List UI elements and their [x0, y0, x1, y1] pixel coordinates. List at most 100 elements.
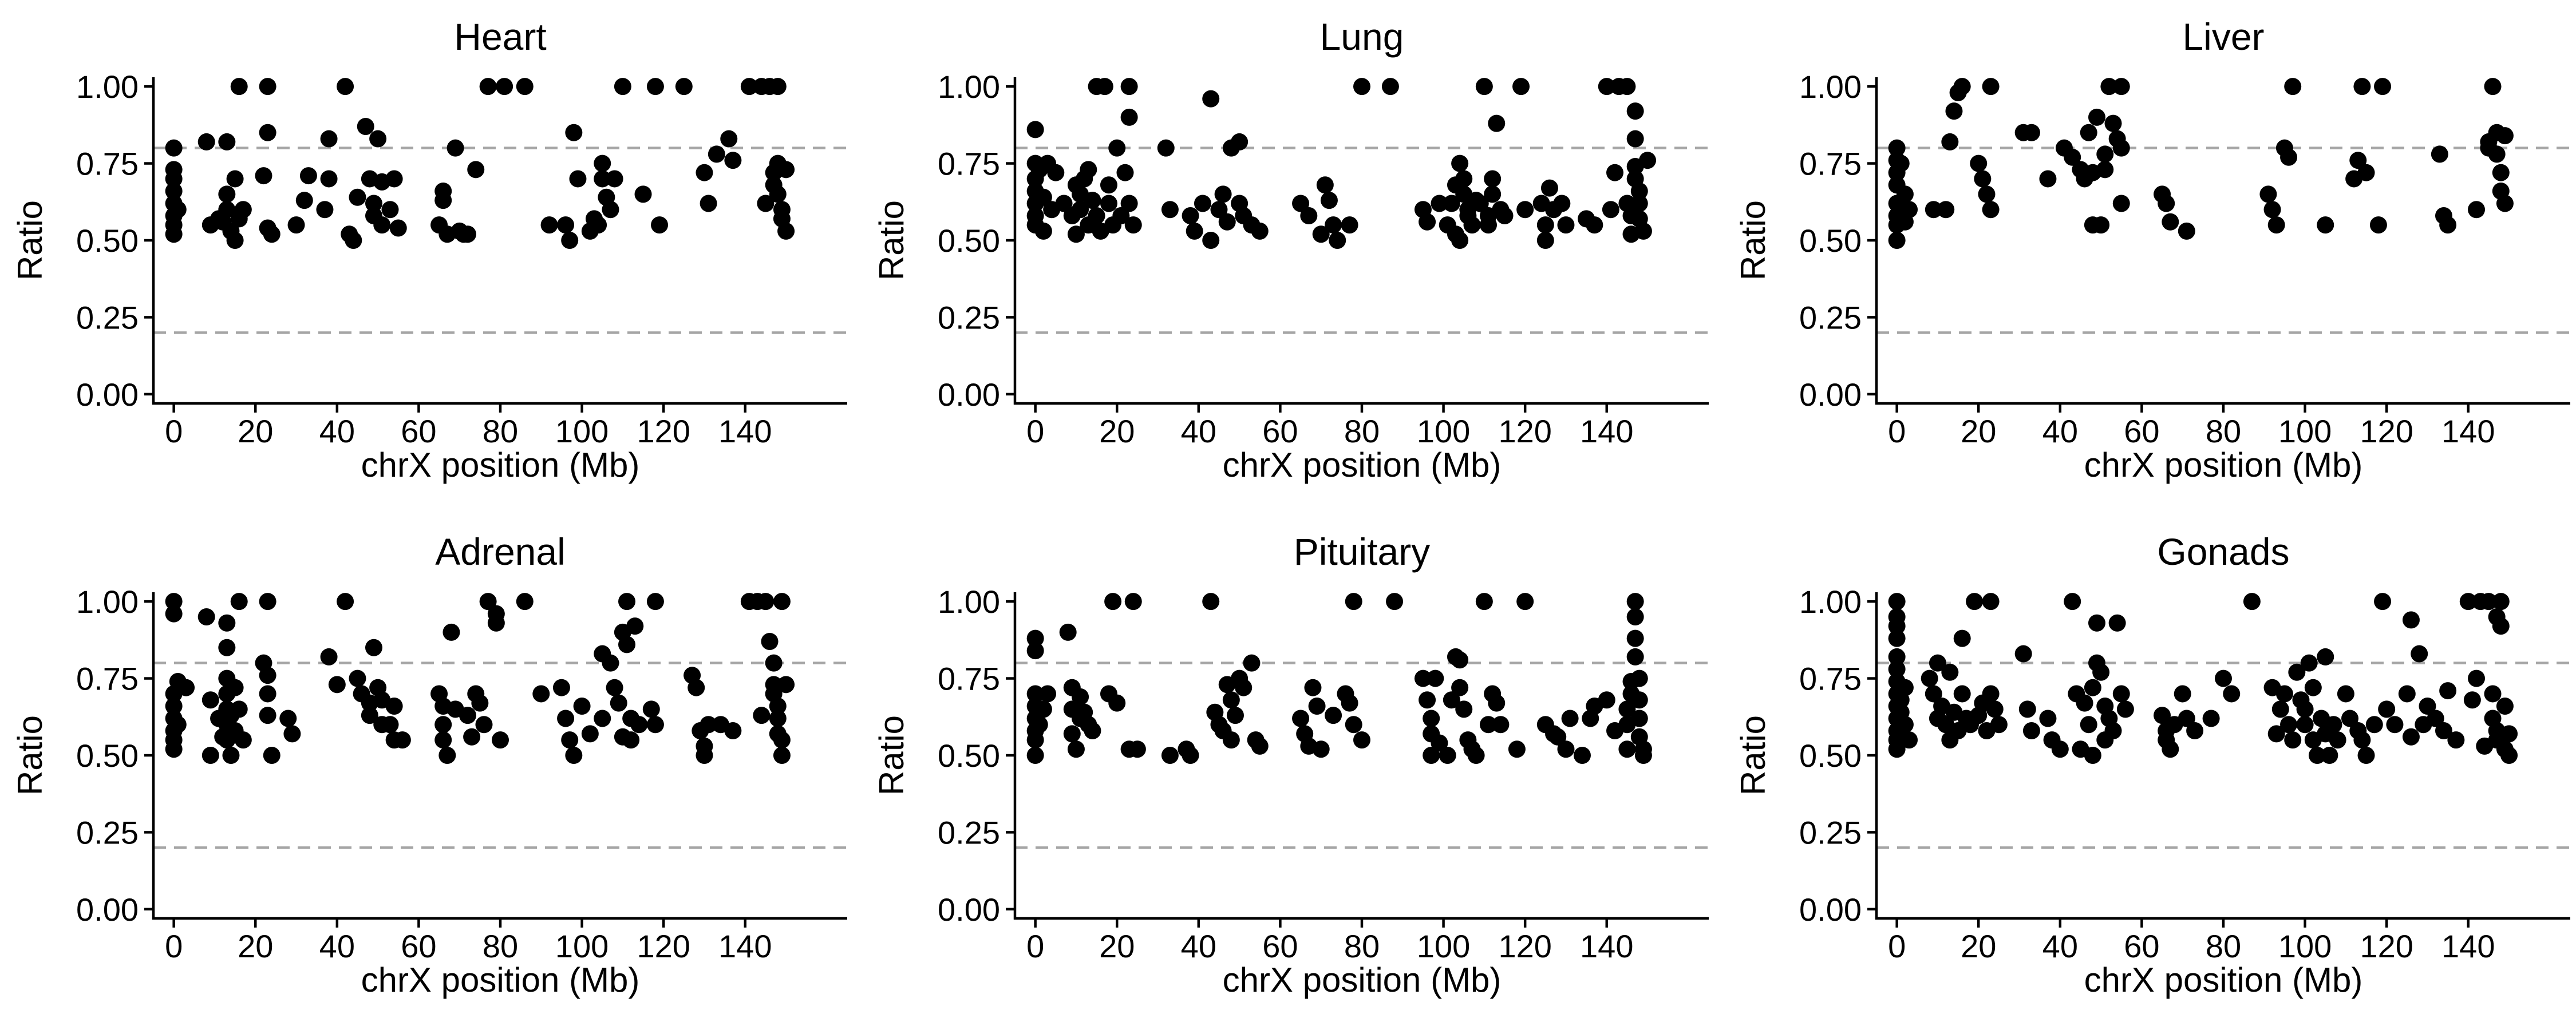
data-point — [1251, 737, 1269, 755]
data-point — [259, 78, 276, 96]
data-point — [1982, 78, 2000, 96]
data-point — [1536, 232, 1554, 249]
data-point — [1431, 195, 1448, 212]
data-point — [1475, 78, 1493, 96]
data-point — [381, 201, 399, 219]
data-point — [2080, 716, 2097, 734]
data-point — [1320, 192, 1338, 209]
data-point — [2092, 216, 2110, 234]
x-tick-label: 120 — [637, 928, 690, 964]
data-point — [773, 731, 791, 749]
data-point — [1063, 725, 1081, 743]
x-tick-label: 20 — [238, 928, 273, 964]
panel-title: Heart — [454, 15, 546, 58]
data-point — [1055, 195, 1073, 212]
data-point — [2496, 195, 2514, 212]
data-point — [777, 161, 795, 179]
data-point — [769, 78, 787, 96]
data-point — [1896, 679, 1914, 696]
x-tick-label: 120 — [637, 413, 690, 449]
y-tick-label: 0.75 — [1799, 146, 1862, 182]
data-point — [1443, 195, 1460, 212]
data-point — [646, 78, 664, 96]
data-point — [1484, 185, 1502, 203]
data-point — [1325, 216, 1342, 234]
panel-pituitary: Pituitary 0.00 0.25 0.50 0.75 1.00 0 20 40 60 80 10… — [872, 530, 1709, 999]
data-point — [1034, 188, 1052, 206]
data-point — [2280, 716, 2298, 734]
data-point — [720, 130, 738, 148]
data-point — [2427, 710, 2444, 727]
data-point — [2178, 710, 2195, 727]
data-point — [1982, 201, 2000, 219]
data-point — [361, 707, 378, 724]
data-point — [1353, 731, 1370, 749]
x-tick-label: 100 — [1417, 413, 1470, 449]
data-point — [202, 747, 219, 764]
data-point — [1896, 185, 1914, 203]
data-point — [1112, 207, 1130, 224]
data-point — [1941, 663, 1959, 681]
data-point — [1496, 207, 1514, 224]
y-tick-label: 0.75 — [938, 661, 1000, 697]
data-point — [2308, 747, 2326, 764]
data-point — [1218, 213, 1236, 231]
data-point — [218, 614, 236, 632]
data-point — [565, 124, 583, 141]
data-point — [2112, 685, 2130, 703]
data-point — [1226, 707, 1244, 724]
data-point — [1888, 139, 1906, 157]
data-point — [345, 232, 362, 249]
data-point — [1630, 710, 1648, 727]
data-point — [492, 731, 509, 749]
panel-lung: Lung 0.00 0.25 0.50 0.75 1.00 0 20 40 60 80 100 120 1… — [872, 15, 1709, 484]
data-point — [2064, 148, 2081, 166]
data-point — [1292, 710, 1310, 727]
data-point — [1157, 139, 1175, 157]
data-point — [442, 623, 460, 641]
y-axis-title: Ratio — [11, 200, 49, 280]
data-point — [1953, 685, 1971, 703]
data-point — [646, 593, 664, 611]
x-tick-label: 140 — [718, 928, 772, 964]
data-point — [2288, 663, 2306, 681]
data-point — [1982, 685, 2000, 703]
x-tick-label: 60 — [401, 413, 436, 449]
data-point — [2353, 731, 2371, 749]
data-point — [2349, 152, 2367, 169]
data-point — [1888, 617, 1906, 635]
x-tick-label: 20 — [238, 413, 273, 449]
y-axis-title: Ratio — [1734, 715, 1772, 795]
data-point — [2076, 694, 2093, 712]
panel-title: Liver — [2182, 15, 2264, 58]
data-point — [1084, 722, 1101, 739]
data-point — [1626, 102, 1644, 120]
data-point — [1186, 222, 1203, 240]
data-point — [1423, 710, 1440, 727]
data-point — [1124, 593, 1142, 611]
data-point — [165, 740, 183, 758]
y-tick-label: 0.50 — [1799, 223, 1862, 259]
data-point — [2088, 108, 2105, 126]
data-point — [1463, 216, 1481, 234]
data-point — [602, 654, 619, 672]
y-tick-label: 0.25 — [76, 299, 139, 335]
data-point — [757, 195, 775, 212]
data-point — [2112, 78, 2130, 96]
data-point — [1039, 685, 1057, 703]
data-point — [1508, 740, 1526, 758]
data-point — [1986, 700, 2004, 718]
data-point — [773, 593, 791, 611]
x-tick-label: 0 — [1888, 413, 1906, 449]
data-point — [230, 78, 248, 96]
x-tick-label: 100 — [2278, 928, 2332, 964]
x-tick-label: 140 — [718, 413, 772, 449]
data-point — [1598, 691, 1615, 709]
data-point — [516, 78, 534, 96]
data-point — [222, 747, 240, 764]
y-tick-label: 0.00 — [1799, 892, 1862, 928]
data-point — [1557, 216, 1575, 234]
x-tick-label: 40 — [1181, 928, 1216, 964]
data-point — [2022, 124, 2040, 141]
data-point — [177, 679, 195, 696]
